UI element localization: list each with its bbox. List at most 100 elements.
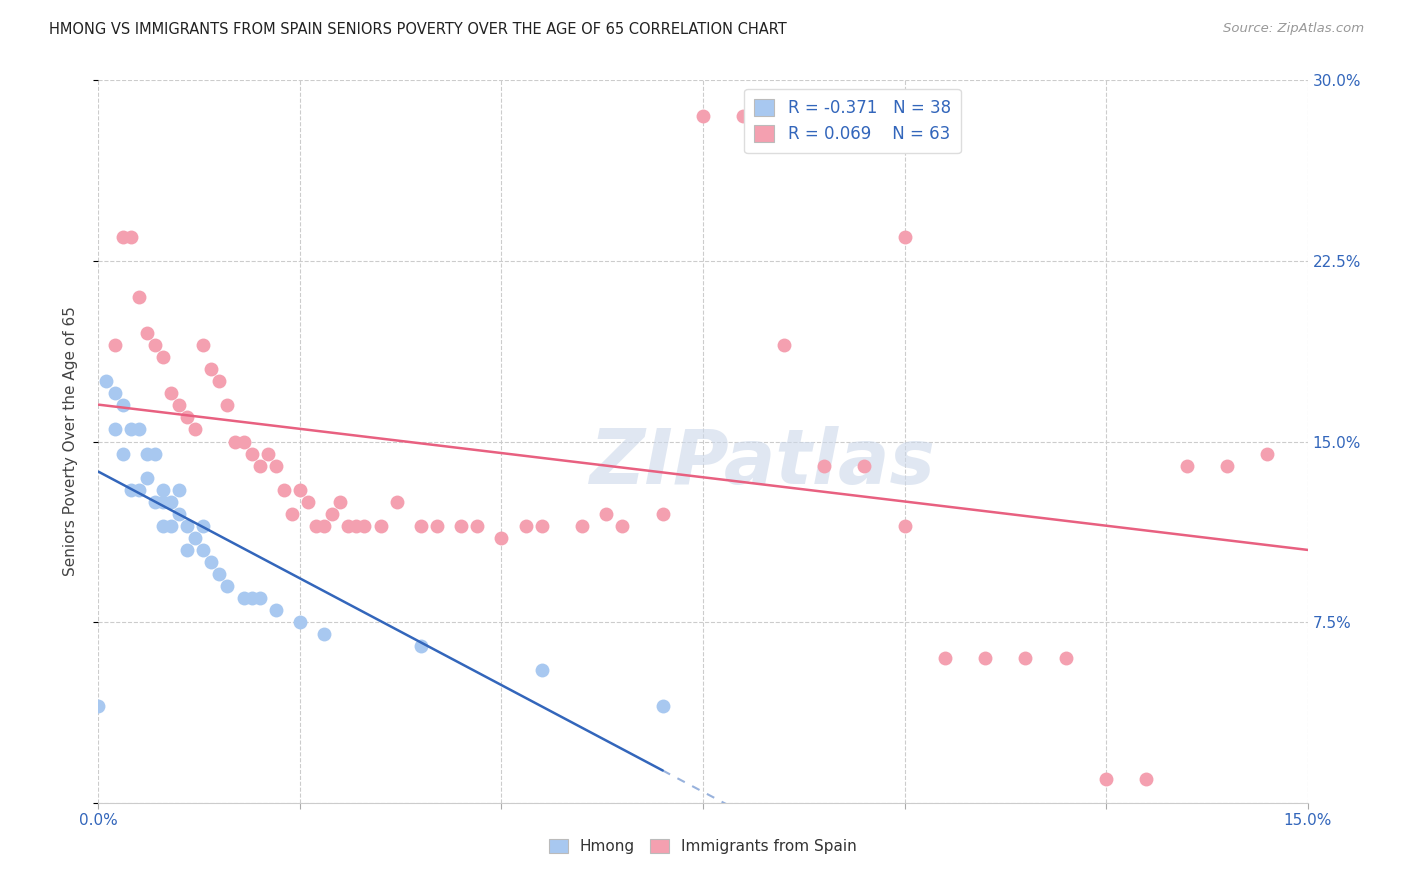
Point: [120, 230, 142, 244]
Point: [135, 326, 157, 340]
Point: [135, 470, 157, 484]
Point: [305, 518, 328, 533]
Point: [314, 627, 336, 641]
Point: [232, 591, 254, 605]
Point: [491, 531, 513, 545]
Point: [370, 518, 392, 533]
Point: [96, 374, 118, 388]
Point: [143, 338, 166, 352]
Text: HMONG VS IMMIGRANTS FROM SPAIN SENIORS POVERTY OVER THE AGE OF 65 CORRELATION CH: HMONG VS IMMIGRANTS FROM SPAIN SENIORS P…: [49, 22, 787, 37]
Point: [288, 615, 311, 630]
Point: [200, 362, 222, 376]
Point: [176, 542, 198, 557]
Point: [813, 109, 835, 123]
Point: [772, 338, 794, 352]
Point: [329, 494, 352, 508]
Point: [515, 518, 537, 533]
Point: [595, 507, 617, 521]
Point: [193, 518, 215, 533]
Point: [264, 603, 287, 617]
Point: [273, 483, 295, 497]
Point: [893, 230, 915, 244]
Point: [409, 639, 432, 653]
Point: [612, 518, 634, 533]
Point: [128, 483, 150, 497]
Legend: Hmong, Immigrants from Spain: Hmong, Immigrants from Spain: [543, 832, 863, 860]
Point: [1054, 651, 1077, 665]
Point: [200, 555, 222, 569]
Point: [249, 591, 271, 605]
Point: [217, 579, 239, 593]
Point: [426, 518, 449, 533]
Point: [853, 458, 876, 473]
Point: [321, 507, 343, 521]
Point: [344, 518, 367, 533]
Point: [167, 483, 190, 497]
Point: [281, 507, 304, 521]
Point: [1256, 446, 1278, 460]
Text: ZIPatlas: ZIPatlas: [591, 426, 936, 500]
Point: [111, 230, 134, 244]
Point: [733, 109, 755, 123]
Point: [111, 398, 134, 412]
Point: [256, 446, 278, 460]
Point: [111, 446, 134, 460]
Point: [571, 518, 593, 533]
Point: [772, 109, 794, 123]
Point: [530, 664, 553, 678]
Point: [651, 699, 673, 714]
Point: [120, 422, 142, 436]
Point: [1175, 458, 1198, 473]
Point: [167, 507, 190, 521]
Text: Source: ZipAtlas.com: Source: ZipAtlas.com: [1223, 22, 1364, 36]
Point: [193, 542, 215, 557]
Point: [465, 518, 488, 533]
Point: [160, 494, 183, 508]
Point: [288, 483, 311, 497]
Point: [143, 446, 166, 460]
Point: [160, 386, 183, 401]
Point: [128, 290, 150, 304]
Point: [143, 494, 166, 508]
Point: [184, 422, 207, 436]
Point: [152, 494, 174, 508]
Point: [1014, 651, 1036, 665]
Point: [232, 434, 254, 449]
Point: [208, 374, 231, 388]
Point: [184, 531, 207, 545]
Point: [314, 518, 336, 533]
Point: [249, 458, 271, 473]
Point: [176, 518, 198, 533]
Point: [135, 446, 157, 460]
Point: [1135, 772, 1157, 786]
Point: [152, 518, 174, 533]
Point: [893, 518, 915, 533]
Point: [530, 518, 553, 533]
Point: [103, 422, 125, 436]
Point: [337, 518, 360, 533]
Point: [974, 651, 997, 665]
Point: [1216, 458, 1239, 473]
Point: [813, 458, 835, 473]
Point: [385, 494, 408, 508]
Y-axis label: Seniors Poverty Over the Age of 65: Seniors Poverty Over the Age of 65: [63, 307, 77, 576]
Point: [297, 494, 319, 508]
Point: [176, 410, 198, 425]
Point: [152, 350, 174, 364]
Point: [409, 518, 432, 533]
Point: [103, 338, 125, 352]
Point: [87, 699, 110, 714]
Point: [692, 109, 714, 123]
Point: [264, 458, 287, 473]
Point: [167, 398, 190, 412]
Point: [160, 518, 183, 533]
Point: [240, 591, 263, 605]
Point: [651, 507, 673, 521]
Point: [120, 483, 142, 497]
Point: [217, 398, 239, 412]
Point: [450, 518, 472, 533]
Point: [353, 518, 375, 533]
Point: [103, 386, 125, 401]
Point: [208, 567, 231, 582]
Point: [1095, 772, 1118, 786]
